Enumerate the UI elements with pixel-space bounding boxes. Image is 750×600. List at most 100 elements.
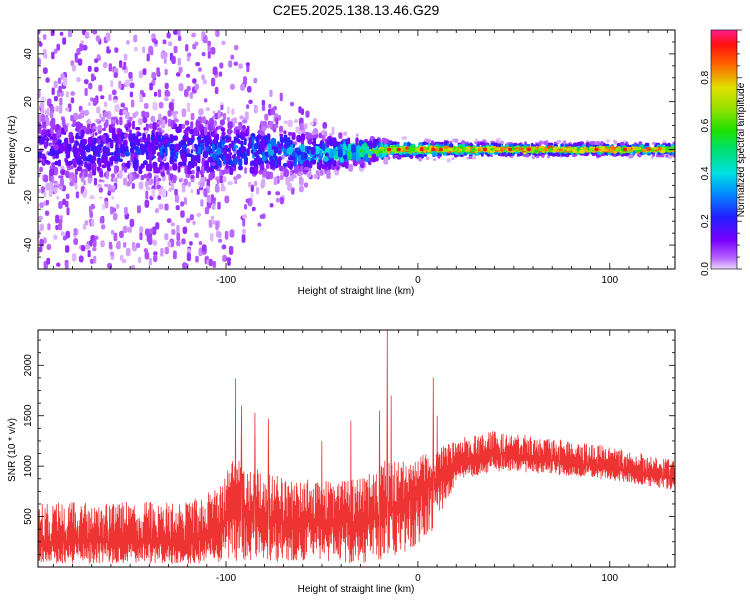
spectrogram-cell: [246, 104, 250, 109]
spectrogram-cell: [164, 246, 169, 255]
spectrogram-cell: [212, 110, 216, 115]
spectrogram-cell: [151, 72, 157, 79]
spectrogram-cell: [85, 244, 90, 250]
spectrogram-cell: [137, 132, 142, 137]
spectrogram-cell: [222, 112, 227, 121]
spectrogram-cell: [142, 68, 147, 76]
spectrogram-cell: [601, 147, 605, 151]
spectrogram-cell: [291, 174, 297, 179]
spectrogram-cell: [359, 159, 365, 165]
spectrogram-cell: [46, 257, 51, 265]
spectrogram-cell: [177, 30, 181, 37]
spectrogram-cell: [577, 141, 582, 147]
spectrogram-cell: [144, 111, 150, 119]
snr-panel: -100 0 100 500 1000 1500 2000 Height of strai…: [7, 329, 676, 595]
spectrogram-cell: [71, 253, 77, 262]
spectrogram-cell: [464, 143, 469, 146]
spectrogram-cell: [396, 147, 401, 152]
spectrogram-cell: [212, 153, 217, 161]
spectrogram-cell: [39, 166, 43, 173]
spectrogram-cell: [173, 45, 178, 54]
spectrogram-cell: [309, 163, 313, 169]
spectrogram-cell: [645, 147, 651, 151]
spectrogram-cell: [400, 149, 404, 152]
colorbar-tick-label: 0.2: [700, 214, 711, 228]
spectrogram-cell: [85, 128, 91, 135]
spectrogram-cell: [97, 151, 101, 158]
spectrogram-cell: [180, 210, 185, 218]
spectrogram-cell: [152, 122, 157, 131]
spectrogram-cell: [355, 137, 359, 146]
spectrogram-cell: [49, 148, 55, 155]
spectrogram-cell: [291, 187, 295, 195]
spectrogram-cell: [38, 246, 43, 253]
spectrogram-cell: [255, 156, 259, 162]
spectrogram-cell: [525, 153, 530, 158]
spectrogram-cell: [343, 131, 348, 136]
spectrogram-cell: [243, 76, 247, 85]
spectrogram-cell: [285, 177, 290, 182]
spectrogram-cell: [158, 101, 164, 109]
spectrogram-cell: [204, 206, 210, 215]
spectrogram-cell: [246, 148, 250, 156]
spectrogram-cell: [409, 154, 414, 159]
spectrogram-cell: [154, 91, 158, 97]
spectrogram-cell: [274, 146, 279, 154]
y-tick-label: 1000: [23, 455, 34, 478]
spectrogram-cell: [274, 124, 279, 129]
spectrogram-cell: [211, 77, 216, 87]
spectrogram-cell: [183, 129, 189, 135]
spectrogram-cell: [92, 76, 97, 81]
spectrogram-cell: [146, 53, 150, 62]
snr-frame: [37, 329, 676, 568]
spectrogram-cell: [152, 146, 156, 155]
spectrogram-cell: [125, 247, 131, 257]
spectrogram-cell: [87, 118, 91, 126]
spectrogram-cell: [172, 163, 178, 171]
spectrogram-cell: [58, 105, 63, 114]
spectrogram-cell: [157, 195, 162, 200]
spectrogram-cell: [79, 135, 84, 139]
spectrogram-cell: [49, 136, 53, 140]
spectrogram-cell: [304, 166, 309, 171]
spectrogram-cell: [149, 228, 153, 234]
spectrogram-cell: [404, 153, 411, 157]
spectrogram-cell: [146, 154, 150, 160]
spectrogram-cell: [283, 120, 288, 124]
spectrogram-cell: [233, 167, 236, 172]
spectrogram-cell: [323, 156, 329, 162]
spectrogram-cell: [261, 139, 266, 145]
spectrogram-cell: [174, 194, 180, 203]
spectrogram-cell: [405, 146, 409, 151]
spectrogram-cell: [190, 149, 194, 154]
spectrogram-cell: [238, 63, 243, 69]
spectrogram-cell: [183, 197, 187, 205]
spectrogram-cell: [607, 148, 614, 153]
spectrogram-cell: [261, 105, 266, 111]
spectrogram-cell: [138, 181, 144, 190]
spectrogram-cell: [91, 163, 97, 170]
spectrogram-cell: [45, 77, 50, 83]
spectrogram-cell: [236, 134, 242, 138]
spectrogram-cell: [74, 174, 78, 184]
spectrogram-cell: [41, 186, 45, 194]
spectrogram-cell: [139, 138, 144, 143]
spectrogram-cell: [188, 163, 194, 168]
spectrogram-cell: [113, 99, 118, 103]
spectrogram-cell: [532, 144, 537, 148]
spectrogram-cell: [74, 141, 80, 146]
spectrogram-cell: [566, 148, 572, 152]
spectrogram-cell: [123, 242, 127, 248]
spectrogram-cell: [68, 131, 74, 139]
spectrogram-cell: [273, 152, 277, 159]
spectrogram-cell: [246, 65, 250, 73]
spectrogram-cell: [156, 67, 160, 76]
spectrogram-cell: [443, 148, 449, 152]
spectrogram-x-label: Height of straight line (km): [298, 286, 415, 297]
spectrogram-cell: [261, 99, 266, 106]
spectrogram-cell: [180, 177, 184, 182]
spectrogram-cell: [40, 113, 46, 123]
spectrogram-cell: [71, 64, 77, 72]
colorbar: 0.0 0.2 0.4 0.6 0.8 Normalized spectral ampl…: [700, 29, 747, 276]
snr-y-axis: 500 1000 1500 2000: [23, 339, 675, 568]
